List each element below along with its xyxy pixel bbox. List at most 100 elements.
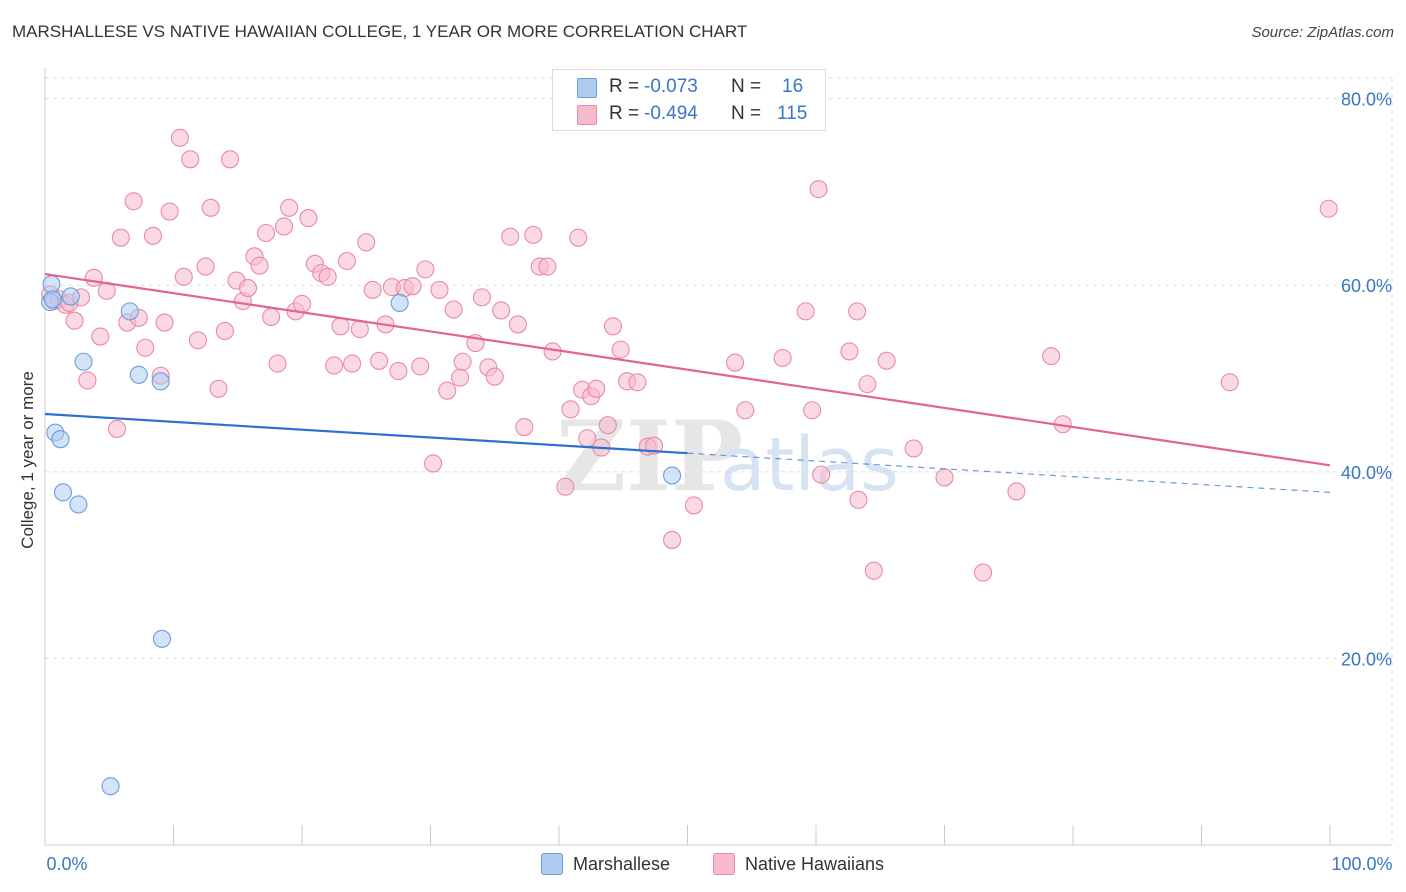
source-label: Source: ZipAtlas.com	[1251, 24, 1394, 41]
hawaiian-point	[492, 301, 511, 320]
hawaiian-point	[111, 228, 130, 247]
hawaiian-point	[370, 351, 389, 370]
hawaiian-point	[363, 280, 382, 299]
marshallese-trend-extension	[687, 452, 1331, 493]
hawaiian-point	[325, 356, 344, 375]
hawaiian-point	[569, 228, 588, 247]
hawaiian-trend-line	[44, 272, 1331, 467]
hawaiian-point	[201, 198, 220, 217]
marshallese-point	[390, 293, 409, 313]
hawaiian-point	[274, 217, 294, 236]
marshallese-point	[43, 290, 62, 309]
hawaiian-point	[444, 300, 463, 319]
hawaiian-point	[1319, 199, 1338, 218]
hawaiian-point	[736, 401, 755, 420]
hawaiian-point	[350, 320, 369, 339]
hawaiian-swatch	[577, 105, 597, 125]
hawaiian-point	[524, 225, 543, 244]
hawaiian-point	[1007, 482, 1026, 501]
hawaiian-point	[84, 268, 103, 287]
watermark-zip: ZIP	[556, 400, 743, 513]
bottom-legend-marshallese: Marshallese	[541, 852, 670, 876]
hawaiian-point	[611, 340, 630, 359]
tick-labels: 20.0% 40.0% 60.0% 80.0% 0.0% 100.0%	[46, 90, 1392, 874]
y-tick-label: 60.0%	[1341, 276, 1392, 296]
marshallese-point	[74, 352, 93, 371]
hawaiian-point	[430, 280, 449, 299]
hawaiian-legend-swatch	[713, 852, 735, 875]
hawaiian-point	[803, 401, 822, 420]
bottom-legend-hawaiian: Native Hawaiians	[713, 852, 884, 876]
hawaiian-point	[262, 307, 281, 327]
marshallese-legend-label: Marshallese	[573, 854, 671, 874]
hawaiian-point	[238, 278, 258, 298]
hawaiian-point	[403, 277, 422, 296]
hawaiian-point	[416, 260, 435, 279]
hawaiian-point	[587, 379, 606, 398]
hawaiian-point	[598, 416, 617, 435]
hawaiian-point	[904, 439, 923, 458]
hawaiian-point	[280, 198, 299, 217]
hawaiian-legend-label: Native Hawaiians	[745, 854, 885, 874]
hawaiian-point	[337, 251, 357, 271]
hawaiian-point	[256, 223, 276, 243]
hawaiian-point	[1220, 373, 1239, 392]
hawaiian-point	[65, 311, 84, 330]
axes	[44, 68, 1392, 846]
hawaiian-point	[858, 375, 877, 394]
hawaiian-point	[91, 327, 110, 346]
hawaiian-point	[292, 294, 312, 313]
hawaiian-point	[411, 357, 430, 376]
hawaiian-point	[318, 267, 337, 286]
chart-title: MARSHALLESE VS NATIVE HAWAIIAN COLLEGE, …	[12, 22, 748, 41]
hawaiian-point	[603, 317, 623, 336]
hawaiian-point	[438, 381, 457, 400]
hawaiian-point	[773, 348, 792, 368]
marshallese-point	[51, 430, 70, 449]
hawaiian-point	[935, 468, 954, 487]
hawaiian-point	[796, 302, 815, 321]
hawaiian-point	[628, 373, 647, 392]
x-tick-label: 100.0%	[1331, 854, 1392, 874]
legend-r-value: -0.494	[644, 103, 698, 124]
marshallese-point	[663, 466, 682, 485]
hawaiian-point	[160, 202, 179, 221]
y-tick-label: 40.0%	[1341, 463, 1392, 483]
marshallese-point	[61, 287, 80, 306]
trend-lines	[44, 272, 1331, 493]
hawaiian-point	[515, 417, 534, 437]
marshallese-point	[101, 777, 120, 796]
hawaiian-point	[188, 331, 207, 350]
hawaiian-point	[389, 362, 408, 381]
marshallese-point	[129, 365, 148, 384]
hawaiian-point	[196, 257, 215, 276]
hawaiian-point	[809, 180, 828, 199]
legend-n-value: 16	[782, 76, 804, 97]
legend-n-label: N =	[731, 103, 762, 124]
hawaiian-point	[136, 338, 155, 357]
hawaiian-point	[684, 496, 703, 515]
marshallese-point	[69, 495, 88, 514]
marshallese-point	[152, 629, 171, 648]
hawaiian-point	[812, 465, 831, 484]
correlation-legend: R = -0.073 N = 16 R = -0.494 N = 115	[552, 69, 826, 131]
hawaiian-point	[556, 477, 575, 496]
hawaiian-point	[840, 342, 859, 361]
hawaiian-point	[220, 150, 240, 169]
hawaiian-point	[78, 371, 97, 390]
hawaiian-point	[848, 302, 867, 321]
hawaiian-point	[299, 209, 318, 228]
hawaiian-point	[343, 354, 362, 373]
marshallese-swatch	[577, 78, 597, 98]
legend-n-value: 115	[777, 103, 808, 124]
legend-n-label: N =	[731, 76, 762, 97]
watermark: ZIP atlas	[556, 400, 899, 513]
hawaiian-point	[472, 288, 491, 307]
hawaiian-point	[174, 267, 193, 286]
hawaiian-point	[663, 530, 682, 549]
hawaiian-point	[973, 563, 993, 582]
hawaiian-point	[877, 351, 896, 370]
hawaiian-point	[357, 233, 376, 252]
hawaiian-point	[124, 192, 143, 211]
